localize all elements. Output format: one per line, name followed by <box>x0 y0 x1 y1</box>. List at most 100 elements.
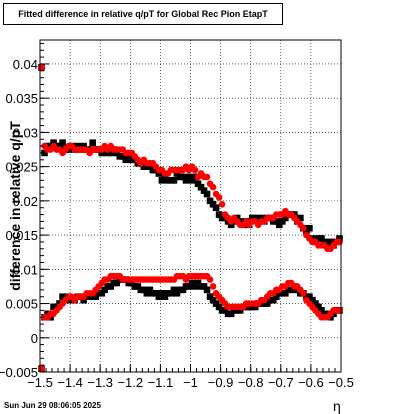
black-data-point <box>59 139 66 146</box>
black-data-point <box>203 190 211 198</box>
black-data-point <box>251 303 259 311</box>
black-data-point <box>113 149 121 157</box>
black-data-point <box>80 296 87 304</box>
chart-marks <box>38 64 343 372</box>
red-data-point <box>209 283 217 290</box>
black-data-point <box>227 221 235 229</box>
x-tick-label: −0.6 <box>298 375 324 390</box>
y-axis-label: difference in relative q/pT <box>7 121 23 291</box>
black-data-point <box>236 307 244 314</box>
black-data-point <box>212 204 220 212</box>
black-data-point <box>146 163 154 170</box>
black-data-point <box>107 149 115 157</box>
red-data-point <box>336 238 343 246</box>
black-data-point <box>315 303 322 311</box>
black-data-point <box>206 293 214 301</box>
red-data-point <box>38 64 45 71</box>
black-data-point <box>269 296 277 304</box>
red-data-point <box>191 166 199 174</box>
black-data-point <box>185 173 193 181</box>
black-data-point <box>98 289 106 297</box>
x-tick-label: −0.7 <box>268 375 294 390</box>
black-data-point <box>50 139 57 146</box>
black-data-point <box>170 286 178 294</box>
black-data-point <box>167 289 175 297</box>
black-data-point <box>257 214 265 222</box>
black-data-point <box>227 310 235 318</box>
x-tick-label: −0.9 <box>208 375 234 390</box>
black-data-point <box>215 211 223 218</box>
red-data-point <box>206 276 214 283</box>
black-data-point <box>161 173 169 181</box>
y-tick-label: 0 <box>31 331 38 346</box>
black-data-point <box>206 197 214 205</box>
y-tick-label: 0.03 <box>13 125 38 140</box>
black-data-point <box>203 286 211 294</box>
black-data-point <box>152 289 160 297</box>
black-data-point <box>282 289 289 297</box>
black-data-point <box>80 142 87 150</box>
black-data-point <box>200 283 208 290</box>
black-data-point <box>200 187 208 194</box>
red-data-point <box>336 307 343 314</box>
black-data-point <box>194 279 202 287</box>
black-data-point <box>101 286 109 294</box>
black-data-point <box>306 224 313 232</box>
black-data-point <box>318 307 325 314</box>
black-data-point <box>158 289 166 297</box>
red-data-point <box>203 173 211 181</box>
black-data-point <box>173 289 181 297</box>
black-data-point <box>272 293 280 301</box>
x-tick-label: −1.2 <box>117 375 143 390</box>
y-tick-label: 0.02 <box>13 194 38 209</box>
y-tick-label: 0.025 <box>5 160 38 175</box>
black-data-point <box>155 293 163 301</box>
black-data-point <box>303 228 310 235</box>
black-data-point <box>327 238 334 246</box>
black-data-point <box>134 283 142 290</box>
black-data-point <box>288 286 295 294</box>
black-data-point <box>309 296 316 304</box>
x-tick-label: −1.3 <box>87 375 113 390</box>
red-data-point <box>218 200 226 208</box>
black-data-point <box>221 307 229 314</box>
black-data-point <box>173 170 181 177</box>
chart-title: Fitted difference in relative q/pT for G… <box>18 9 268 19</box>
black-data-point <box>336 235 343 242</box>
black-data-point <box>161 293 169 301</box>
black-data-point <box>188 279 196 287</box>
black-data-point <box>251 214 259 222</box>
x-tick-label: −1.4 <box>57 375 83 390</box>
black-data-point <box>272 218 280 225</box>
black-data-point <box>56 142 63 150</box>
black-data-point <box>125 153 133 160</box>
y-tick-label: −0.005 <box>0 365 38 380</box>
black-data-point <box>321 238 328 246</box>
black-data-point <box>146 286 154 294</box>
chart-title-box: Fitted difference in relative q/pT for G… <box>3 3 283 25</box>
black-data-point <box>185 283 193 290</box>
black-data-point <box>318 235 325 242</box>
red-data-point <box>38 365 45 372</box>
grid-lines <box>40 40 341 372</box>
black-data-point <box>215 303 223 311</box>
red-data-point <box>209 183 217 191</box>
black-data-point <box>92 293 99 301</box>
y-tick-label: 0.005 <box>5 297 38 312</box>
black-data-point <box>140 286 148 294</box>
red-data-point <box>300 289 307 297</box>
black-data-point <box>188 177 196 184</box>
black-data-point <box>107 283 115 290</box>
black-data-point <box>74 142 81 150</box>
y-tick-label: 0.035 <box>5 91 38 106</box>
x-tick-label: −1.5 <box>27 375 53 390</box>
y-tick-label: 0.01 <box>13 262 38 277</box>
x-tick-label: −1.1 <box>148 375 174 390</box>
black-data-point <box>263 300 271 307</box>
black-data-point <box>209 200 217 208</box>
y-tick-label: 0.015 <box>5 228 38 243</box>
black-data-point <box>119 153 127 160</box>
black-data-point <box>312 300 319 307</box>
black-data-point <box>143 289 151 297</box>
